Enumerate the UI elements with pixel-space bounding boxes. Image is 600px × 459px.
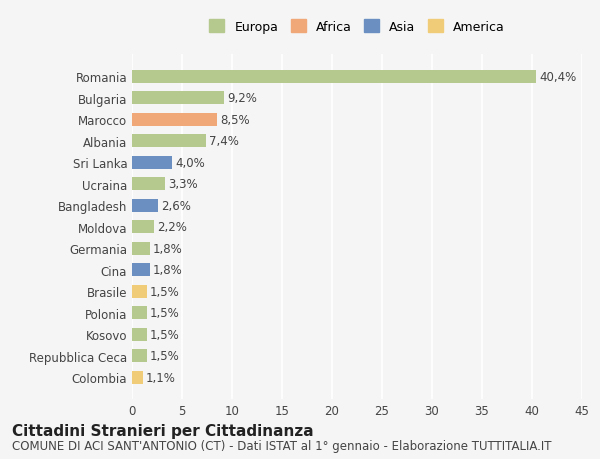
Bar <box>132 178 165 191</box>
Text: 1,8%: 1,8% <box>153 242 183 255</box>
Bar <box>132 221 154 234</box>
Bar <box>132 135 206 148</box>
Bar <box>132 157 172 169</box>
Text: 2,2%: 2,2% <box>157 221 187 234</box>
Bar <box>132 242 150 255</box>
Bar <box>132 113 217 127</box>
Text: 1,5%: 1,5% <box>150 349 180 362</box>
Bar <box>132 71 536 84</box>
Bar <box>132 285 147 298</box>
Text: COMUNE DI ACI SANT'ANTONIO (CT) - Dati ISTAT al 1° gennaio - Elaborazione TUTTIT: COMUNE DI ACI SANT'ANTONIO (CT) - Dati I… <box>12 439 551 452</box>
Bar <box>132 328 147 341</box>
Text: 4,0%: 4,0% <box>175 157 205 169</box>
Text: 8,5%: 8,5% <box>220 113 250 127</box>
Bar <box>132 92 224 105</box>
Text: 1,5%: 1,5% <box>150 307 180 319</box>
Text: Cittadini Stranieri per Cittadinanza: Cittadini Stranieri per Cittadinanza <box>12 423 314 438</box>
Bar <box>132 199 158 212</box>
Bar <box>132 307 147 319</box>
Text: 1,1%: 1,1% <box>146 371 176 384</box>
Text: 9,2%: 9,2% <box>227 92 257 105</box>
Text: 2,6%: 2,6% <box>161 199 191 212</box>
Text: 1,5%: 1,5% <box>150 328 180 341</box>
Text: 1,8%: 1,8% <box>153 263 183 277</box>
Bar <box>132 349 147 362</box>
Bar <box>132 371 143 384</box>
Text: 40,4%: 40,4% <box>539 71 576 84</box>
Text: 7,4%: 7,4% <box>209 135 239 148</box>
Text: 3,3%: 3,3% <box>168 178 197 191</box>
Bar <box>132 263 150 276</box>
Legend: Europa, Africa, Asia, America: Europa, Africa, Asia, America <box>206 17 508 38</box>
Text: 1,5%: 1,5% <box>150 285 180 298</box>
